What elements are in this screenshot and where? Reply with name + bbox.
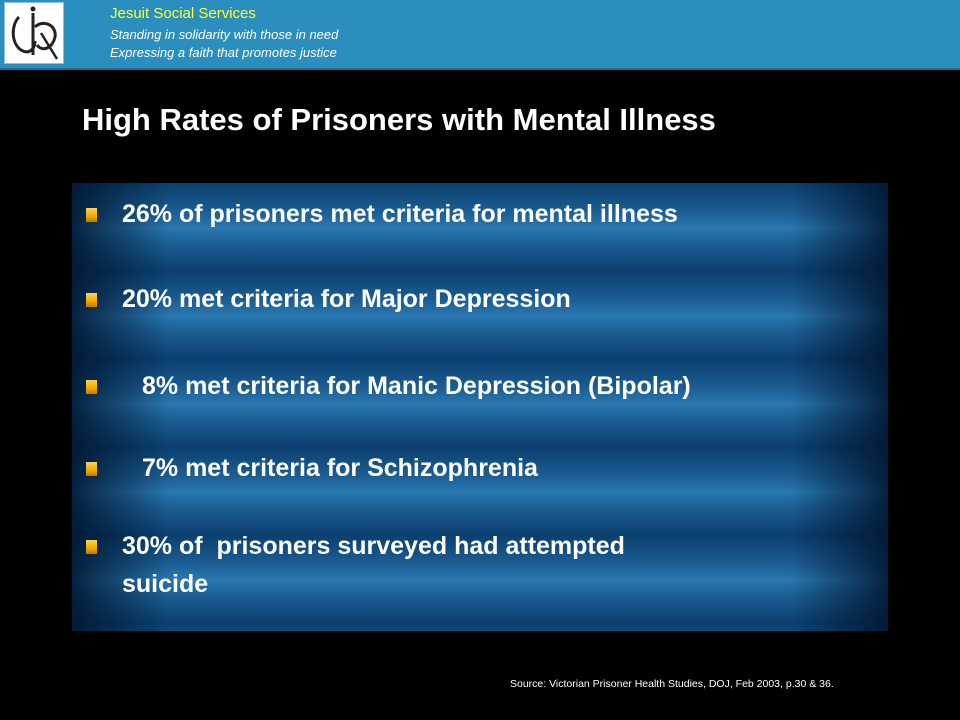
bullet-text: 30% of prisoners surveyed had attempted: [122, 532, 625, 560]
tagline-faith: Expressing a faith that promotes justice: [110, 45, 337, 60]
bullet-text: 8% met criteria for Manic Depression (Bi…: [142, 372, 691, 400]
bullet-text: 26% of prisoners met criteria for mental…: [122, 200, 678, 228]
bullet-text: 20% met criteria for Major Depression: [122, 285, 571, 313]
logo: [4, 2, 64, 64]
bullet-icon: [86, 380, 97, 394]
tagline-solidarity: Standing in solidarity with those in nee…: [110, 27, 339, 42]
header-bar: Jesuit Social Services Standing in solid…: [0, 0, 960, 70]
bullet-icon: [86, 293, 97, 307]
bullet-text: 7% met criteria for Schizophrenia: [142, 454, 538, 482]
org-name: Jesuit Social Services: [110, 5, 256, 22]
slide-title: High Rates of Prisoners with Mental Illn…: [82, 102, 716, 137]
bullet-icon: [86, 208, 97, 222]
bullet-text-continued: suicide: [122, 570, 209, 598]
content-panel: 26% of prisoners met criteria for mental…: [72, 183, 888, 631]
jss-monogram-icon: [11, 6, 59, 60]
bullet-icon: [86, 540, 97, 554]
bullet-icon: [86, 462, 97, 476]
source-citation: Source: Victorian Prisoner Health Studie…: [510, 678, 834, 690]
